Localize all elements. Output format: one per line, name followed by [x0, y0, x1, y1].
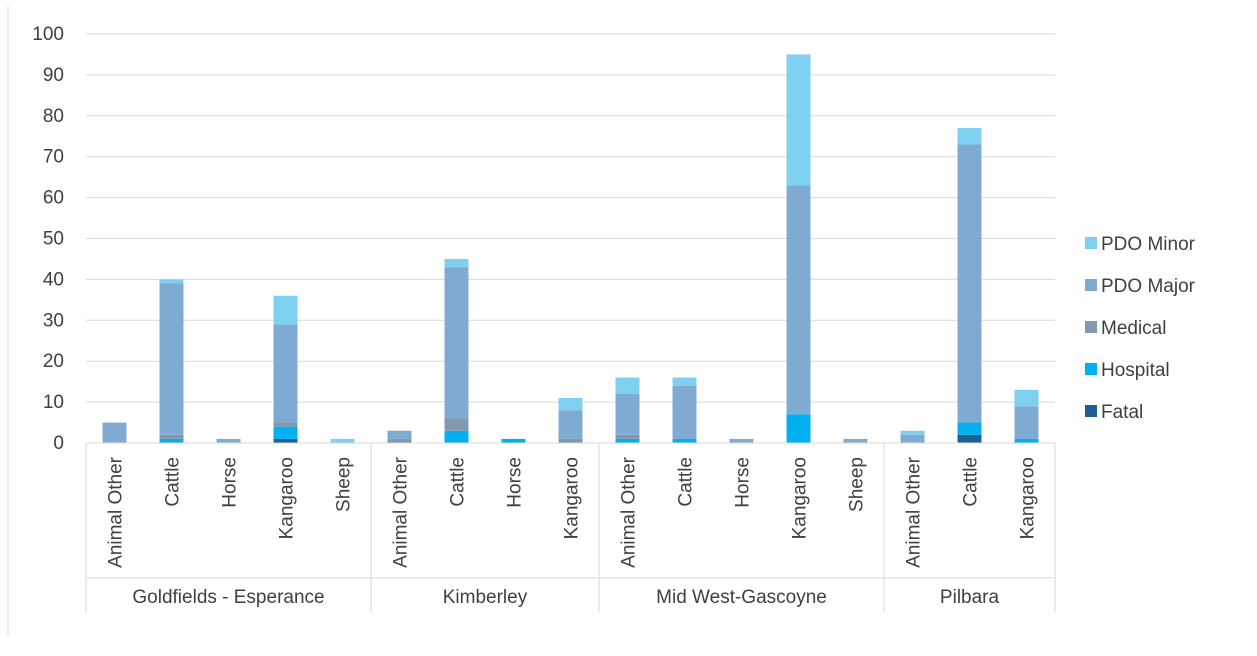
legend-label: PDO Major — [1101, 276, 1196, 297]
category-label: Horse — [733, 457, 754, 508]
bar-segment — [501, 438, 526, 443]
bar-segment — [444, 430, 469, 443]
bar-segment — [330, 438, 355, 443]
y-tick-label: 20 — [43, 351, 64, 372]
bar-segment — [387, 430, 412, 439]
bar-segment — [615, 377, 640, 394]
legend: PDO Minor PDO Major Medical Hospital Fatal — [1085, 234, 1196, 423]
category-label: Cattle — [163, 457, 184, 507]
legend-swatch — [1085, 279, 1097, 291]
legend-swatch — [1085, 237, 1097, 249]
legend-label: PDO Minor — [1101, 234, 1196, 255]
y-tick-label: 50 — [43, 229, 64, 250]
bar-segment — [1014, 406, 1039, 439]
bar-segment — [159, 279, 184, 284]
y-tick-label: 60 — [43, 188, 64, 209]
category-label: Cattle — [676, 457, 697, 507]
bar-segment — [672, 438, 697, 443]
category-label: Kangaroo — [790, 457, 811, 539]
y-tick-label: 100 — [32, 24, 64, 45]
bar-segment — [558, 410, 583, 439]
category-label: Animal Other — [619, 456, 640, 568]
group-label: Goldfields - Esperance — [132, 587, 324, 608]
bar-segment — [102, 422, 127, 443]
legend-label: Medical — [1101, 318, 1166, 339]
bar-segment — [387, 438, 412, 443]
y-axis: 0 10 20 30 40 50 60 70 80 90 100 — [32, 24, 64, 454]
bar-segment — [159, 283, 184, 435]
bar-segment — [729, 438, 754, 443]
bar-segment — [444, 258, 469, 268]
bar-segment — [786, 414, 811, 443]
y-tick-label: 30 — [43, 310, 64, 331]
y-tick-label: 0 — [53, 433, 64, 454]
group-label: Mid West-Gascoyne — [656, 587, 827, 608]
bar-segment — [615, 438, 640, 443]
y-tick-label: 90 — [43, 65, 64, 86]
bar-segment — [615, 393, 640, 435]
bar-segment — [900, 430, 925, 435]
bar-segment — [273, 438, 298, 443]
category-label: Horse — [220, 457, 241, 508]
bar-segment — [216, 438, 241, 443]
bar-segment — [444, 267, 469, 419]
bars — [102, 54, 1039, 443]
bar-segment — [159, 438, 184, 443]
bar-segment — [957, 144, 982, 423]
bar-segment — [159, 434, 184, 439]
bar-segment — [672, 385, 697, 439]
y-tick-label: 40 — [43, 269, 64, 290]
y-tick-label: 10 — [43, 392, 64, 413]
bar-segment — [786, 54, 811, 186]
bar-segment — [558, 438, 583, 443]
legend-swatch — [1085, 321, 1097, 333]
legend-swatch — [1085, 363, 1097, 375]
legend-label: Fatal — [1101, 402, 1143, 423]
legend-swatch — [1085, 405, 1097, 417]
category-label: Cattle — [448, 457, 469, 507]
y-tick-label: 80 — [43, 106, 64, 127]
category-label: Kangaroo — [1018, 457, 1039, 539]
x-axis: Animal Other Cattle Horse Kangaroo Sheep Anim… — [85, 442, 1056, 612]
y-tick-label: 70 — [43, 147, 64, 168]
bar-segment — [786, 185, 811, 415]
bar-segment — [558, 398, 583, 411]
category-label: Animal Other — [904, 456, 925, 568]
bar-segment — [957, 422, 982, 435]
bar-segment — [957, 128, 982, 145]
category-label: Sheep — [847, 457, 868, 512]
bar-segment — [1014, 389, 1039, 407]
bar-segment — [273, 295, 298, 325]
bar-segment — [444, 418, 469, 431]
category-label: Animal Other — [391, 456, 412, 568]
bar-segment — [900, 434, 925, 443]
group-label: Kimberley — [443, 587, 528, 608]
category-label: Kangaroo — [277, 457, 298, 539]
bar-segment — [273, 422, 298, 427]
bar-segment — [957, 434, 982, 443]
legend-label: Hospital — [1101, 360, 1170, 381]
category-label: Cattle — [961, 457, 982, 507]
category-label: Sheep — [334, 457, 355, 512]
category-label: Horse — [505, 457, 526, 508]
bar-segment — [843, 438, 868, 443]
bar-segment — [615, 434, 640, 439]
bar-segment — [672, 377, 697, 386]
group-label: Pilbara — [940, 587, 1000, 608]
bar-segment — [273, 324, 298, 423]
bar-segment — [1014, 438, 1039, 443]
category-label: Animal Other — [106, 456, 127, 568]
category-label: Kangaroo — [562, 457, 583, 539]
bar-segment — [273, 426, 298, 439]
